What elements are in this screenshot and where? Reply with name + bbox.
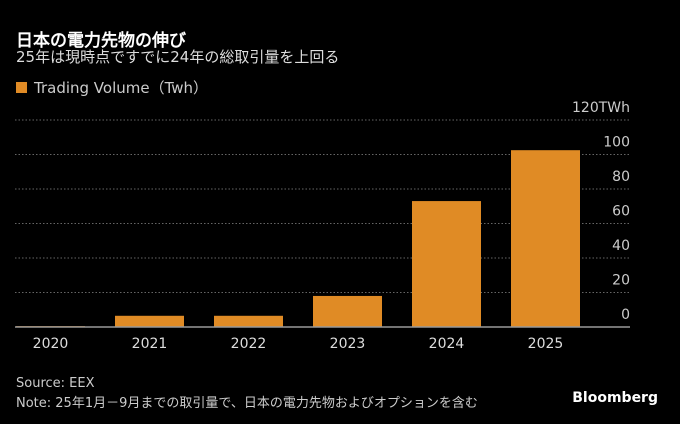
bar-2024 — [412, 201, 481, 327]
chart-subtitle: 25年は現時点ですでに24年の総取引量を上回る — [16, 48, 340, 66]
x-tick-label: 2020 — [33, 336, 69, 352]
x-tick-label: 2025 — [528, 336, 564, 352]
bar-2025 — [511, 150, 580, 327]
bar-2022 — [214, 315, 283, 327]
bloomberg-logo: Bloomberg — [572, 390, 658, 406]
y-tick-label: 80 — [612, 169, 630, 185]
y-tick-label: 40 — [612, 238, 630, 254]
y-tick-label: 0 — [621, 307, 630, 323]
x-tick-label: 2022 — [231, 336, 267, 352]
y-tick-label: 20 — [612, 273, 630, 289]
x-tick-label: 2024 — [429, 336, 465, 352]
legend-swatch — [16, 82, 27, 93]
chart-title: 日本の電力先物の伸び — [16, 31, 186, 51]
x-tick-label: 2023 — [330, 336, 366, 352]
legend: Trading Volume（Twh） — [16, 77, 208, 98]
legend-label: Trading Volume（Twh） — [34, 79, 209, 97]
bar-2021 — [115, 315, 184, 327]
x-tick-label: 2021 — [132, 336, 168, 352]
footnote: Note: 25年1月－9月までの取引量で、日本の電力先物およびオプションを含む — [16, 396, 478, 411]
y-tick-label: 100 — [603, 135, 630, 151]
source-note: Source: EEX — [16, 376, 95, 391]
y-tick-label: 120TWh — [572, 100, 630, 116]
bar-2023 — [313, 295, 382, 327]
y-tick-label: 60 — [612, 204, 630, 220]
